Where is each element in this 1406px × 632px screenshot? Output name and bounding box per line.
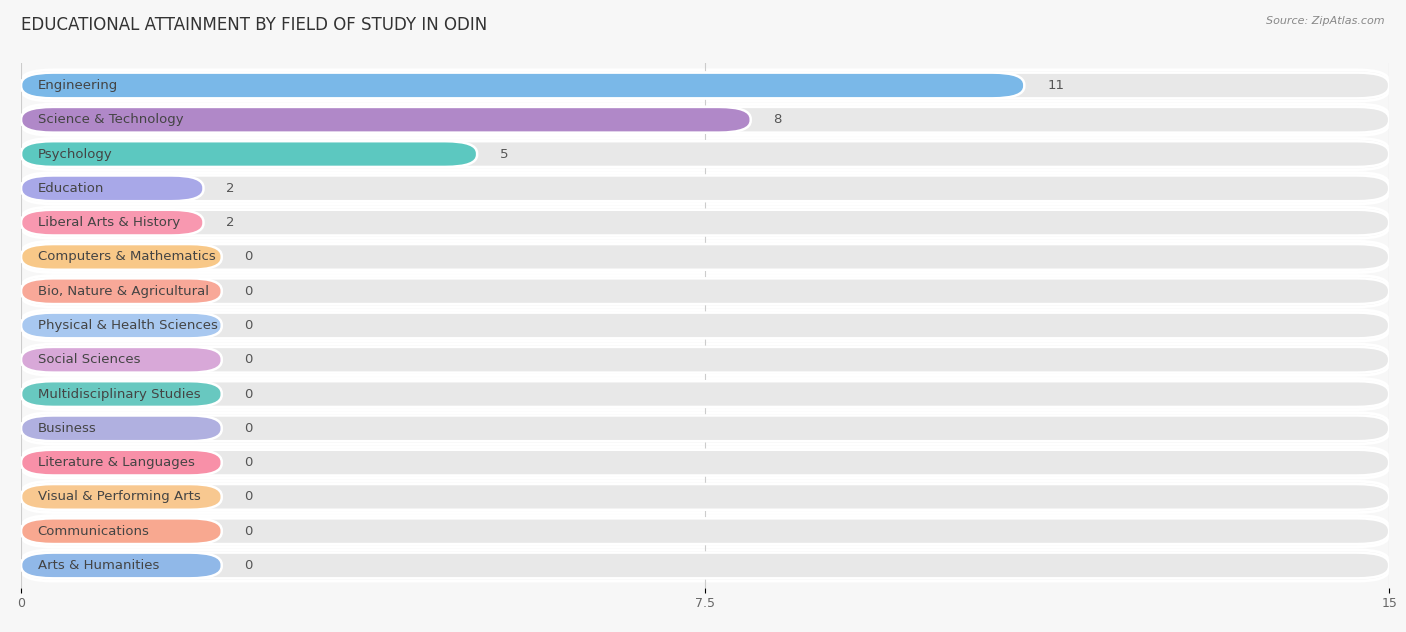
FancyBboxPatch shape: [21, 415, 222, 441]
FancyBboxPatch shape: [21, 310, 1389, 341]
FancyBboxPatch shape: [21, 141, 1389, 167]
FancyBboxPatch shape: [21, 313, 222, 338]
Text: Computers & Mathematics: Computers & Mathematics: [38, 250, 215, 264]
FancyBboxPatch shape: [21, 516, 1389, 547]
FancyBboxPatch shape: [21, 207, 1389, 238]
Text: 0: 0: [245, 456, 253, 469]
FancyBboxPatch shape: [21, 173, 1389, 204]
FancyBboxPatch shape: [21, 450, 222, 475]
FancyBboxPatch shape: [21, 552, 222, 578]
FancyBboxPatch shape: [21, 241, 1389, 272]
FancyBboxPatch shape: [21, 210, 204, 236]
FancyBboxPatch shape: [21, 550, 1389, 581]
FancyBboxPatch shape: [21, 518, 222, 544]
Text: Science & Technology: Science & Technology: [38, 113, 183, 126]
Text: 2: 2: [226, 182, 235, 195]
Text: Multidisciplinary Studies: Multidisciplinary Studies: [38, 387, 200, 401]
FancyBboxPatch shape: [21, 344, 1389, 375]
Text: Source: ZipAtlas.com: Source: ZipAtlas.com: [1267, 16, 1385, 26]
FancyBboxPatch shape: [21, 313, 1389, 338]
Text: Psychology: Psychology: [38, 147, 112, 161]
Text: Literature & Languages: Literature & Languages: [38, 456, 194, 469]
FancyBboxPatch shape: [21, 450, 1389, 475]
FancyBboxPatch shape: [21, 413, 1389, 444]
FancyBboxPatch shape: [21, 138, 1389, 169]
FancyBboxPatch shape: [21, 210, 1389, 236]
FancyBboxPatch shape: [21, 176, 1389, 201]
Text: Business: Business: [38, 422, 96, 435]
FancyBboxPatch shape: [21, 381, 1389, 407]
FancyBboxPatch shape: [21, 278, 1389, 304]
FancyBboxPatch shape: [21, 447, 1389, 478]
Text: Social Sciences: Social Sciences: [38, 353, 141, 367]
FancyBboxPatch shape: [21, 379, 1389, 410]
Text: 0: 0: [245, 353, 253, 367]
FancyBboxPatch shape: [21, 107, 1389, 133]
FancyBboxPatch shape: [21, 347, 222, 373]
Text: 8: 8: [773, 113, 782, 126]
FancyBboxPatch shape: [21, 244, 1389, 270]
Text: Visual & Performing Arts: Visual & Performing Arts: [38, 490, 200, 504]
FancyBboxPatch shape: [21, 104, 1389, 135]
Text: 0: 0: [245, 525, 253, 538]
Text: 2: 2: [226, 216, 235, 229]
Text: 0: 0: [245, 250, 253, 264]
Text: Education: Education: [38, 182, 104, 195]
Text: EDUCATIONAL ATTAINMENT BY FIELD OF STUDY IN ODIN: EDUCATIONAL ATTAINMENT BY FIELD OF STUDY…: [21, 16, 488, 33]
Text: 0: 0: [245, 422, 253, 435]
FancyBboxPatch shape: [21, 278, 222, 304]
FancyBboxPatch shape: [21, 70, 1389, 101]
Text: 0: 0: [245, 559, 253, 572]
FancyBboxPatch shape: [21, 276, 1389, 307]
FancyBboxPatch shape: [21, 244, 222, 270]
Text: Physical & Health Sciences: Physical & Health Sciences: [38, 319, 218, 332]
Text: 11: 11: [1047, 79, 1064, 92]
Text: 0: 0: [245, 490, 253, 504]
FancyBboxPatch shape: [21, 415, 1389, 441]
Text: Arts & Humanities: Arts & Humanities: [38, 559, 159, 572]
Text: 0: 0: [245, 387, 253, 401]
Text: Liberal Arts & History: Liberal Arts & History: [38, 216, 180, 229]
FancyBboxPatch shape: [21, 381, 222, 407]
Text: 5: 5: [501, 147, 509, 161]
FancyBboxPatch shape: [21, 482, 1389, 513]
FancyBboxPatch shape: [21, 518, 1389, 544]
Text: Bio, Nature & Agricultural: Bio, Nature & Agricultural: [38, 284, 208, 298]
Text: 0: 0: [245, 319, 253, 332]
FancyBboxPatch shape: [21, 73, 1389, 99]
FancyBboxPatch shape: [21, 141, 477, 167]
FancyBboxPatch shape: [21, 107, 751, 133]
Text: Communications: Communications: [38, 525, 149, 538]
FancyBboxPatch shape: [21, 73, 1025, 99]
FancyBboxPatch shape: [21, 176, 204, 201]
FancyBboxPatch shape: [21, 484, 1389, 510]
FancyBboxPatch shape: [21, 552, 1389, 578]
FancyBboxPatch shape: [21, 484, 222, 510]
Text: 0: 0: [245, 284, 253, 298]
Text: Engineering: Engineering: [38, 79, 118, 92]
FancyBboxPatch shape: [21, 347, 1389, 373]
